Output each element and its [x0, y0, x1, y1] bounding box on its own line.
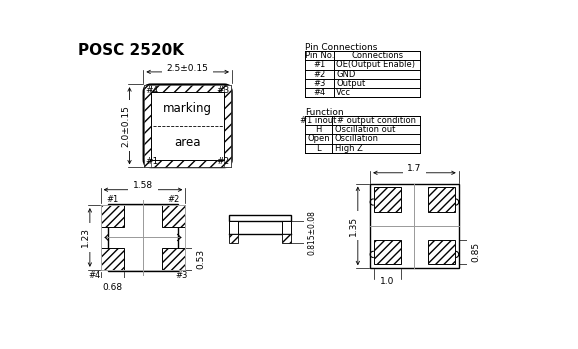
Text: #1: #1 — [146, 157, 159, 166]
Bar — [229, 215, 291, 221]
Bar — [428, 187, 455, 212]
Bar — [162, 248, 186, 270]
Text: marking: marking — [163, 102, 212, 116]
Bar — [144, 160, 231, 166]
Bar — [374, 240, 401, 265]
Bar — [305, 51, 420, 97]
Bar — [101, 248, 124, 270]
Bar — [305, 116, 420, 153]
Bar — [101, 205, 186, 270]
Bar — [151, 92, 224, 160]
Bar — [281, 221, 291, 233]
Text: 0.815±0.08: 0.815±0.08 — [308, 210, 317, 254]
Bar — [162, 205, 186, 227]
Text: #3: #3 — [175, 271, 188, 280]
Text: #3: #3 — [313, 79, 325, 88]
Bar — [428, 240, 455, 265]
Text: 1.23: 1.23 — [81, 228, 90, 247]
Text: POSC 2520K: POSC 2520K — [77, 43, 184, 58]
Text: # output condition: # output condition — [337, 116, 416, 125]
Text: #2: #2 — [313, 70, 325, 79]
Text: High Z: High Z — [335, 144, 362, 153]
Text: #2: #2 — [168, 195, 180, 203]
Text: Open: Open — [307, 134, 330, 143]
Bar — [374, 187, 401, 212]
Bar — [229, 233, 239, 243]
Text: GND: GND — [336, 70, 355, 79]
Text: 0.53: 0.53 — [197, 249, 205, 269]
Text: 0.85: 0.85 — [471, 242, 480, 262]
Text: Connections: Connections — [351, 51, 403, 60]
Bar — [370, 184, 459, 268]
Text: H: H — [316, 125, 322, 134]
Text: 1.7: 1.7 — [407, 164, 421, 173]
Bar — [224, 85, 231, 166]
Text: #4: #4 — [88, 271, 101, 280]
Bar — [101, 205, 124, 227]
Bar — [281, 233, 291, 243]
Text: #1: #1 — [106, 195, 118, 203]
Text: 1.35: 1.35 — [349, 216, 358, 236]
FancyBboxPatch shape — [143, 84, 232, 168]
Text: Pin No.: Pin No. — [305, 51, 334, 60]
Text: #1: #1 — [313, 60, 325, 69]
Text: 1.58: 1.58 — [133, 181, 153, 190]
Text: Oscillation: Oscillation — [335, 134, 379, 143]
Text: #3: #3 — [216, 86, 229, 95]
Text: OE(Output Enable): OE(Output Enable) — [336, 60, 415, 69]
Bar — [108, 203, 177, 271]
Text: area: area — [175, 136, 201, 149]
Text: #2: #2 — [217, 157, 229, 166]
Bar — [144, 85, 231, 92]
Text: #4: #4 — [313, 88, 325, 97]
Text: 0.68: 0.68 — [102, 283, 123, 292]
Text: Pin Connections: Pin Connections — [305, 43, 377, 52]
Text: #1 inout: #1 inout — [301, 116, 337, 125]
Text: Function: Function — [305, 108, 343, 117]
Text: 2.5±0.15: 2.5±0.15 — [166, 64, 209, 73]
Text: 1.0: 1.0 — [380, 277, 395, 286]
Text: Vcc: Vcc — [336, 88, 351, 97]
Text: Output: Output — [336, 79, 365, 88]
Text: 2.0±0.15: 2.0±0.15 — [121, 105, 130, 147]
Text: L: L — [316, 144, 321, 153]
Bar — [229, 221, 239, 233]
Text: Oscillation out: Oscillation out — [335, 125, 395, 134]
Text: #4: #4 — [146, 86, 159, 95]
Bar — [144, 85, 151, 166]
